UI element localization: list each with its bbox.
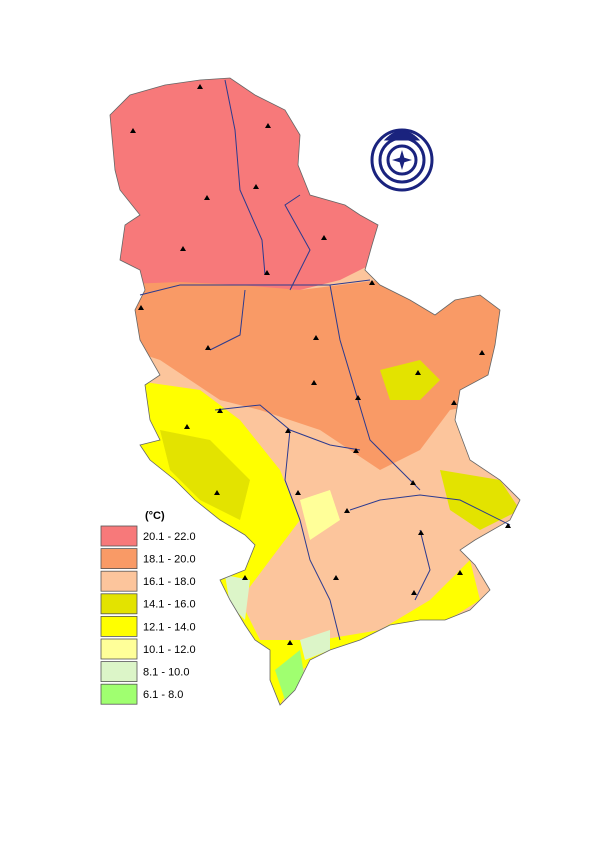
legend-swatch <box>100 661 138 682</box>
rivers <box>139 79 511 641</box>
legend-title: (°C) <box>145 510 165 522</box>
zone-18-20 <box>110 270 500 470</box>
river <box>349 494 511 526</box>
legend-swatch <box>100 683 138 705</box>
zone-8-10 <box>300 630 330 660</box>
border <box>109 77 521 706</box>
river <box>329 284 421 491</box>
river <box>284 429 341 641</box>
zone-14-16 <box>160 430 250 520</box>
legend-label: 20.1 - 22.0 <box>143 531 196 543</box>
zone-14-16 <box>440 470 520 530</box>
legend-label: 6.1 - 8.0 <box>143 689 183 701</box>
legend-swatch <box>100 616 138 637</box>
legend-label: 16.1 - 18.0 <box>143 576 196 588</box>
legend-label: 14.1 - 16.0 <box>143 599 196 611</box>
legend-swatch <box>100 638 138 660</box>
river <box>209 289 246 351</box>
zone-20-22 <box>110 78 400 290</box>
legend-label: 12.1 - 14.0 <box>143 621 196 633</box>
river <box>284 194 311 291</box>
legend-label: 18.1 - 20.0 <box>143 554 196 566</box>
logo <box>370 128 434 192</box>
legend: (°C) 20.1 - 22.0 18.1 - 20.0 16.1 - 18.0 14… <box>100 510 196 705</box>
zone-8-10 <box>225 575 250 620</box>
legend-swatch <box>100 593 138 615</box>
legend-label: 10.1 - 12.0 <box>143 644 196 656</box>
legend-swatch <box>100 570 138 592</box>
zone-10-12 <box>300 490 340 540</box>
river <box>414 529 431 601</box>
legend-swatch <box>100 525 138 547</box>
zone-14-16 <box>380 360 440 400</box>
river <box>139 279 371 296</box>
temperature-map <box>110 78 520 705</box>
legend-label: 8.1 - 10.0 <box>143 667 189 679</box>
river <box>224 79 266 276</box>
legend-swatch <box>100 548 138 569</box>
